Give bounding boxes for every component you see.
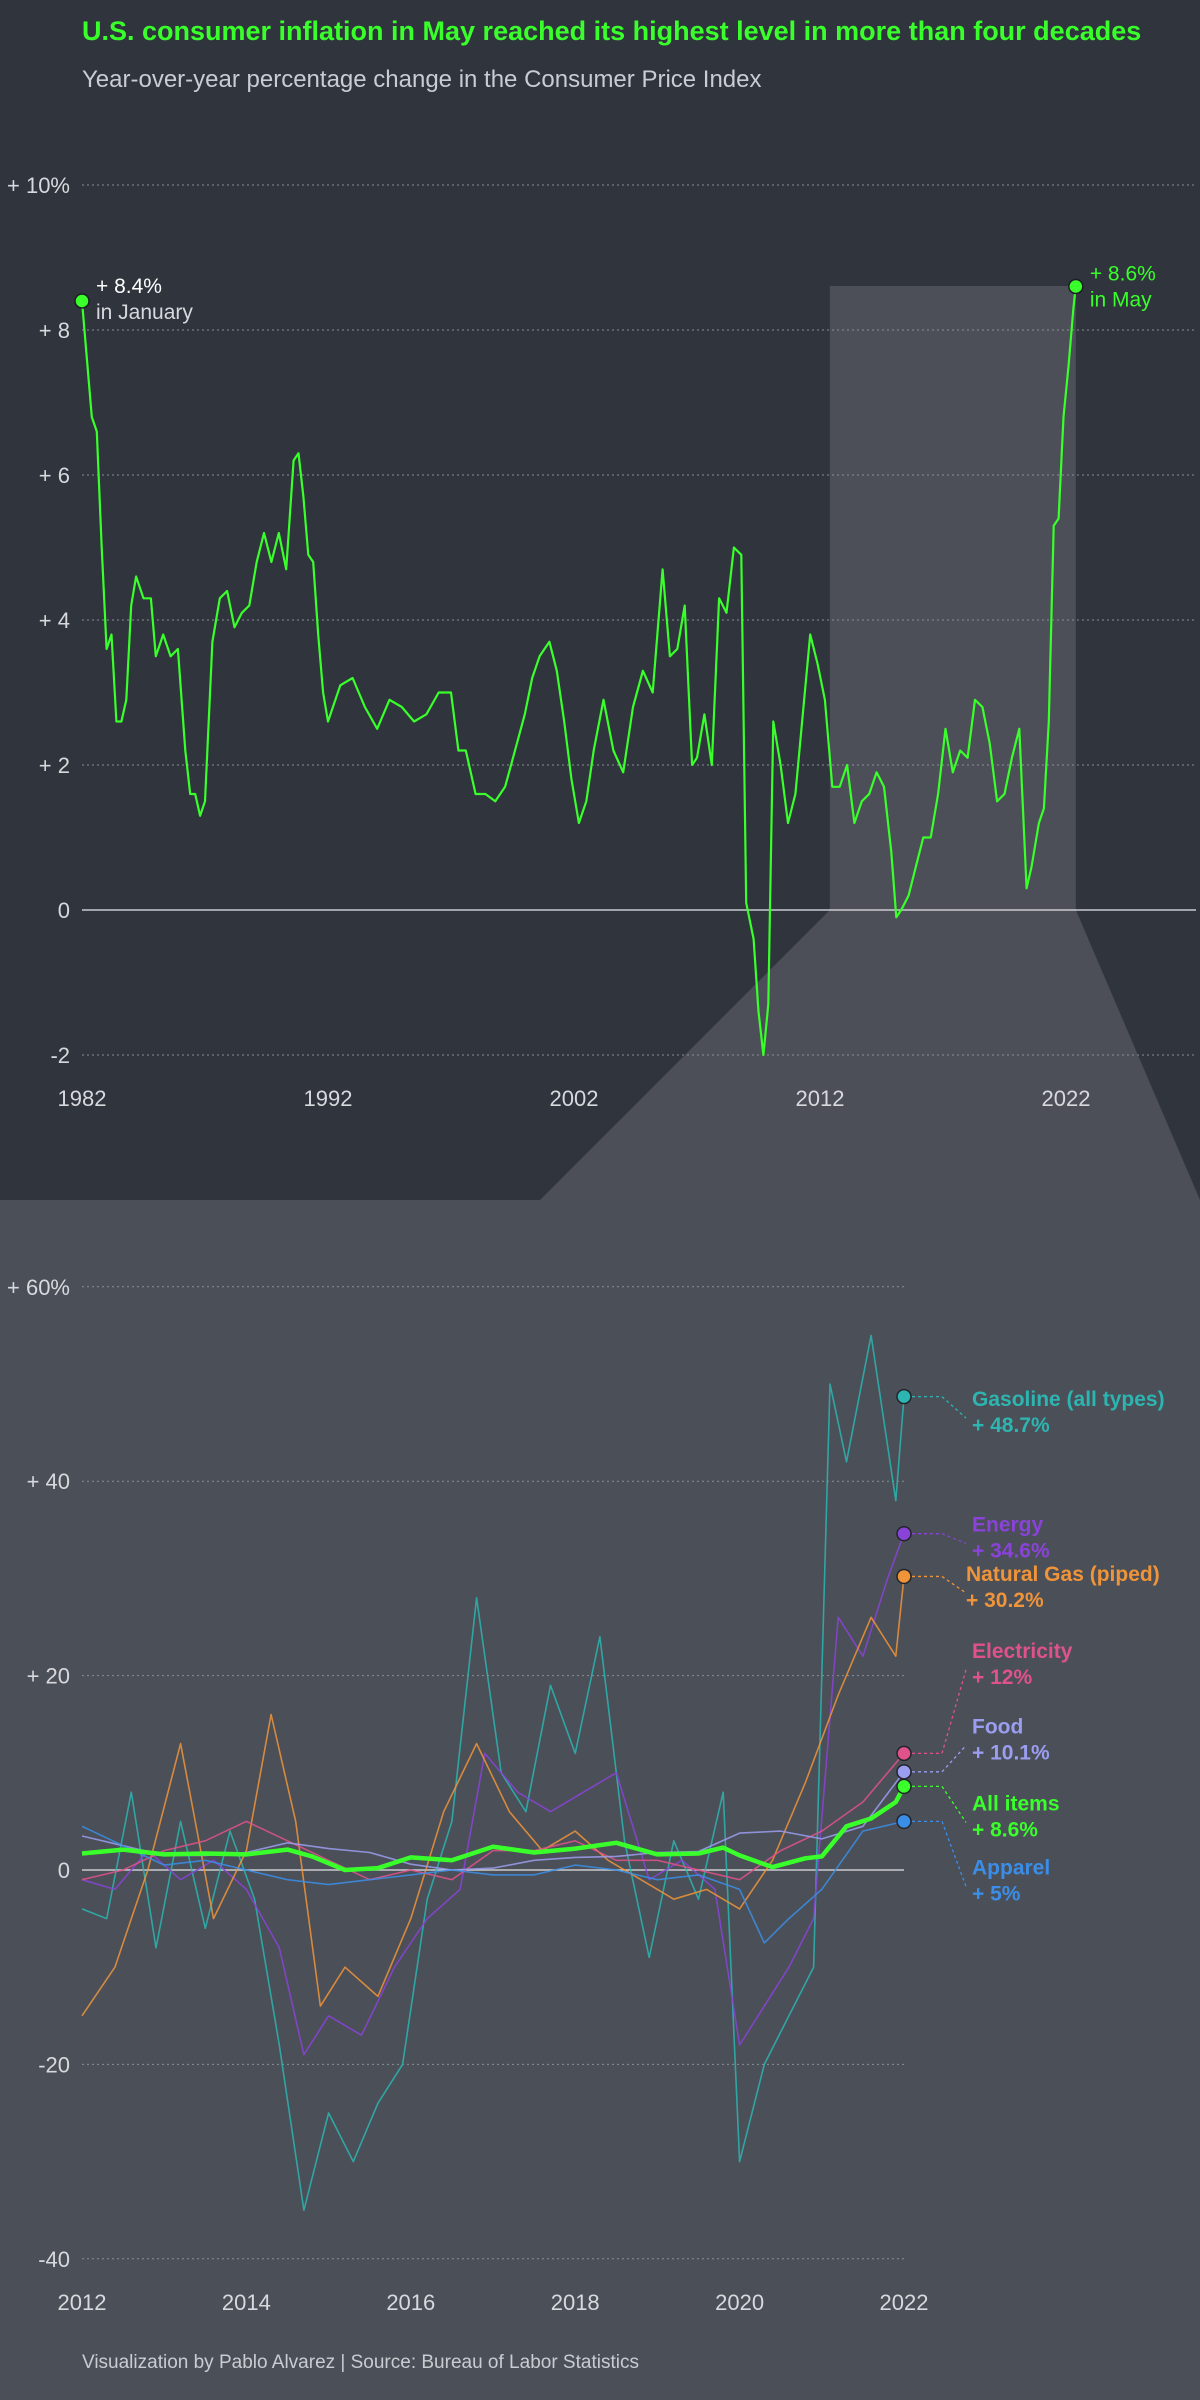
energy-line [81,1533,905,2056]
series-value-label: + 34.6% [972,1539,1050,1562]
series-value-label: + 8.6% [972,1818,1038,1841]
gasoline-line [81,1334,905,2212]
y-tick-label: + 8 [39,318,70,343]
x-tick-label: 2022 [1042,1086,1091,1111]
chart-subtitle: Year-over-year percentage change in the … [82,66,762,93]
annotation-value: + 8.4% [96,275,162,298]
apparel-line [81,1820,905,1944]
endpoint-marker [74,293,90,309]
x-tick-label: 1982 [58,1086,107,1111]
x-tick-label: 2016 [386,2290,435,2315]
apparel-leader-line [912,1820,967,1887]
natural-gas-leader-line [912,1575,967,1594]
series-label: Natural Gas (piped) [966,1563,1160,1586]
y-tick-label: + 20 [27,1664,70,1689]
y-tick-label: + 40 [27,1469,70,1494]
highlight-band [829,286,1076,910]
y-tick-label: -40 [38,2247,70,2272]
series-value-label: + 10.1% [972,1742,1050,1765]
x-tick-label: 2014 [222,2290,271,2315]
y-tick-label: 0 [58,898,70,923]
series-value-label: + 12% [972,1666,1032,1689]
apparel-end-marker [896,1813,912,1830]
highlight-projection [540,910,1200,1200]
y-tick-label: -2 [50,1043,70,1068]
gasoline-leader-line [912,1395,967,1419]
gasoline-end-marker [896,1388,912,1405]
all-items-leader-line [912,1785,967,1823]
x-tick-label: 2012 [796,1086,845,1111]
energy-end-marker [896,1525,912,1542]
food-end-marker [896,1764,912,1780]
x-tick-label: 2018 [551,2290,600,2315]
all-items-line [80,286,1077,1057]
series-label: Energy [972,1513,1044,1536]
annotation-caption: in May [1090,289,1152,312]
annotation-value: + 8.6% [1090,263,1156,286]
series-label: All items [972,1792,1060,1815]
x-tick-label: 1992 [304,1086,353,1111]
series-value-label: + 48.7% [972,1414,1050,1437]
series-label: Gasoline (all types) [972,1388,1165,1411]
electricity-line [81,1752,905,1881]
x-tick-label: 2012 [58,2290,107,2315]
all-items-line [81,1785,906,1873]
source-credit: Visualization by Pablo Alvarez | Source:… [82,2352,639,2373]
y-tick-label: + 2 [39,753,70,778]
series-label: Apparel [972,1857,1050,1880]
y-tick-label: + 4 [39,608,70,633]
food-leader-line [912,1745,967,1773]
series-value-label: + 30.2% [966,1589,1044,1612]
endpoint-marker [1068,278,1084,295]
chart-title: U.S. consumer inflation in May reached i… [82,16,1142,46]
series-value-label: + 5% [972,1883,1021,1906]
y-tick-label: + 6 [39,463,70,488]
annotation-caption: in January [96,301,193,324]
y-tick-label: 0 [58,1858,70,1883]
all-items-end-marker [896,1778,912,1795]
x-tick-label: 2020 [715,2290,764,2315]
y-tick-label: + 10% [7,173,70,198]
natural-gas-end-marker [896,1568,912,1585]
electricity-leader-line [912,1669,967,1755]
y-tick-label: -20 [38,2052,70,2077]
natural-gas-line [81,1576,905,2017]
x-tick-label: 2022 [880,2290,929,2315]
series-label: Food [972,1716,1023,1739]
x-tick-label: 2002 [550,1086,599,1111]
series-label: Electricity [972,1640,1073,1663]
energy-leader-line [912,1533,967,1545]
electricity-end-marker [896,1745,912,1762]
long-term-inflation-chart: + 10% + 8 + 6 + 4 + 2 0 -2 1982 1992 2002 2012 2022… [7,173,1200,1200]
category-inflation-chart: + 60% + 40 + 20 0 -20 -40 2012 2014 2016 2018 2020… [7,1275,1165,2315]
y-tick-label: + 60% [7,1275,70,1300]
